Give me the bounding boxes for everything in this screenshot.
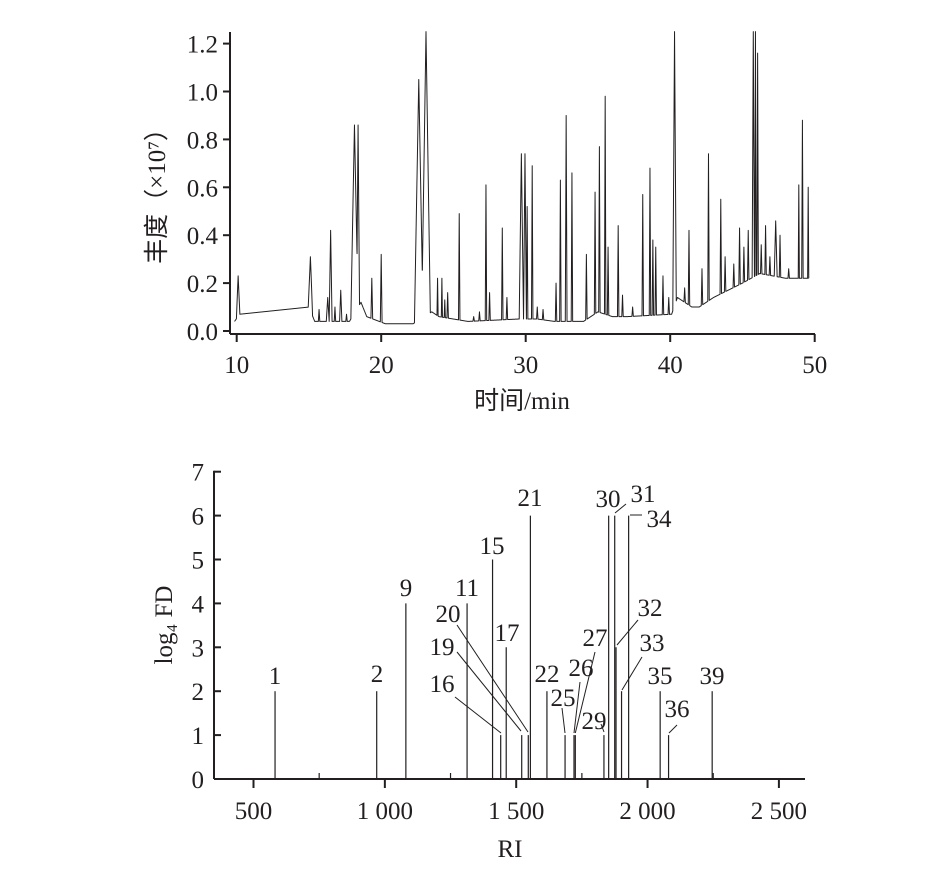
top-x-axis-label: 时间/min [474,387,570,415]
top-y-tick-label: 1.2 [187,32,218,59]
leader-line-25 [561,707,566,734]
bar-label-11: 11 [455,575,479,602]
bar-label-32: 32 [638,595,663,622]
bar-label-30: 30 [596,486,621,513]
bar-label-25: 25 [551,685,576,712]
bar-label-16: 16 [430,671,455,698]
bottom-y-tick-label: 4 [192,591,205,618]
top-x-tick-label: 20 [369,352,394,379]
chromatogram-trace [234,31,810,325]
bar-label-33: 33 [640,630,665,657]
bar-label-36: 36 [665,696,690,723]
leader-line-20 [456,624,529,733]
bar-label-2: 2 [371,661,384,688]
chromatogram-chart: 丰度（×10⁷） 时间/min 0.0 0.2 0.4 0.6 0.8 1.0 1.2 10 2… [143,31,827,415]
bar-label-31: 31 [631,481,656,508]
bar-label-39: 39 [700,663,725,690]
top-x-tick-label: 30 [513,352,538,379]
bottom-y-tick-label: 7 [192,460,205,487]
top-y-tick-label: 0.4 [187,223,219,250]
top-x-tick-label: 50 [802,352,827,379]
bottom-x-tick-label: 500 [235,798,273,825]
bottom-y-tick-label: 0 [192,767,205,794]
top-y-tick-label: 1.0 [187,80,218,107]
bar-label-17: 17 [495,620,520,647]
leader-line-36 [668,724,678,734]
bar-label-34: 34 [647,506,673,533]
leader-line-27 [574,651,596,734]
leader-line-32 [616,619,639,646]
bottom-x-tick-label: 2 500 [751,798,807,825]
top-y-tick-label: 0.8 [187,127,218,154]
top-y-tick-label: 0.0 [187,319,218,346]
bottom-x-tick-label: 2 000 [619,798,675,825]
leader-line-31 [614,503,627,514]
bottom-y-tick-label: 5 [192,548,205,575]
leader-line-26 [573,681,581,734]
leader-line-16 [454,696,502,734]
bottom-y-tick-label: 2 [192,679,205,706]
bar-label-19: 19 [430,634,455,661]
bar-label-15: 15 [480,533,505,560]
leader-line-19 [456,651,522,732]
leader-line-29 [600,723,605,733]
bar-label-21: 21 [518,485,543,512]
top-y-tick-label: 0.6 [187,175,218,202]
bar-label-26: 26 [569,655,594,682]
bar-label-9: 9 [400,575,413,602]
bottom-y-tick-label: 3 [192,635,205,662]
bottom-x-tick-label: 1 500 [488,798,544,825]
bottom-x-tick-label: 1 000 [357,798,413,825]
bottom-y-tick-label: 6 [192,504,205,531]
top-x-tick-label: 10 [224,352,249,379]
bar-label-22: 22 [535,661,560,688]
bar-label-35: 35 [648,663,673,690]
top-y-tick-label: 0.2 [187,271,218,298]
bottom-x-axis-label: RI [498,836,523,863]
bottom-y-tick-label: 1 [192,723,205,750]
bar-label-20: 20 [436,601,461,628]
top-x-tick-label: 40 [658,352,683,379]
leader-line-33 [621,656,643,691]
bar-label-27: 27 [583,625,608,652]
bottom-y-axis-label: log₄ FD [151,586,178,665]
top-y-axis-label: 丰度（×10⁷） [143,116,171,264]
bar-label-1: 1 [269,663,282,690]
bar-label-29: 29 [582,708,607,735]
